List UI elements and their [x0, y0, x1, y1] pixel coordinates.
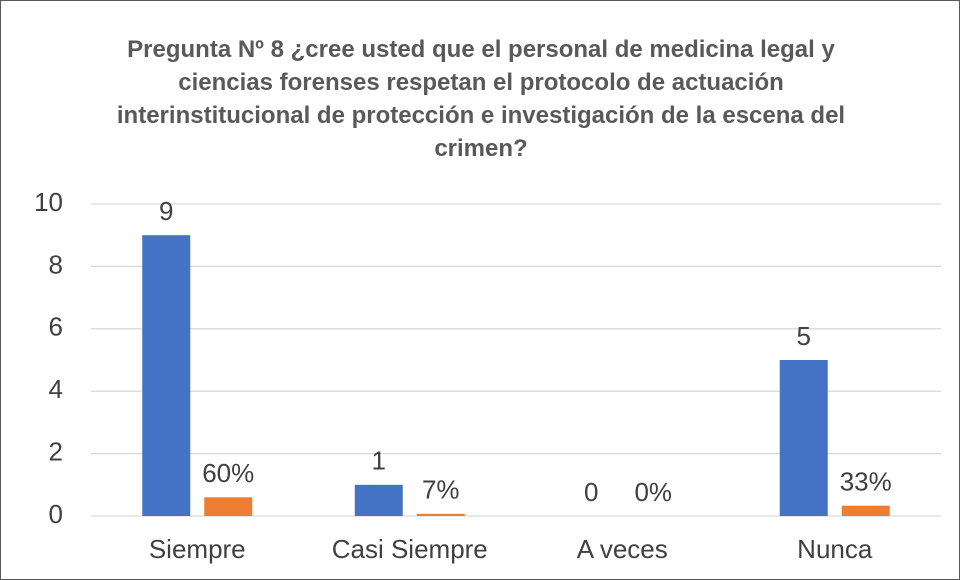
x-tick-label: Siempre [149, 534, 246, 564]
y-tick-label: 8 [49, 249, 63, 279]
data-label: 1 [372, 446, 386, 476]
y-tick-label: 6 [49, 312, 63, 342]
data-label: 9 [159, 196, 173, 226]
x-tick-label: A veces [577, 534, 668, 564]
data-label: 5 [797, 321, 811, 351]
x-tick-label: Nunca [797, 534, 873, 564]
y-tick-label: 10 [34, 187, 63, 217]
data-label: 0% [634, 477, 672, 507]
y-tick-label: 4 [49, 374, 63, 404]
y-tick-label: 2 [49, 436, 63, 466]
data-label: 60% [202, 458, 254, 488]
data-label: 7% [422, 475, 460, 505]
bar [416, 513, 465, 516]
y-tick-label: 0 [49, 499, 63, 529]
x-tick-label: Casi Siempre [332, 534, 488, 564]
bar [841, 505, 890, 516]
data-label: 33% [840, 467, 892, 497]
bar [204, 497, 253, 516]
data-label: 0 [584, 477, 598, 507]
bar [354, 484, 403, 516]
chart-title: Pregunta Nº 8 ¿cree usted que el persona… [116, 36, 846, 162]
bar [142, 235, 191, 516]
bar [779, 360, 828, 516]
